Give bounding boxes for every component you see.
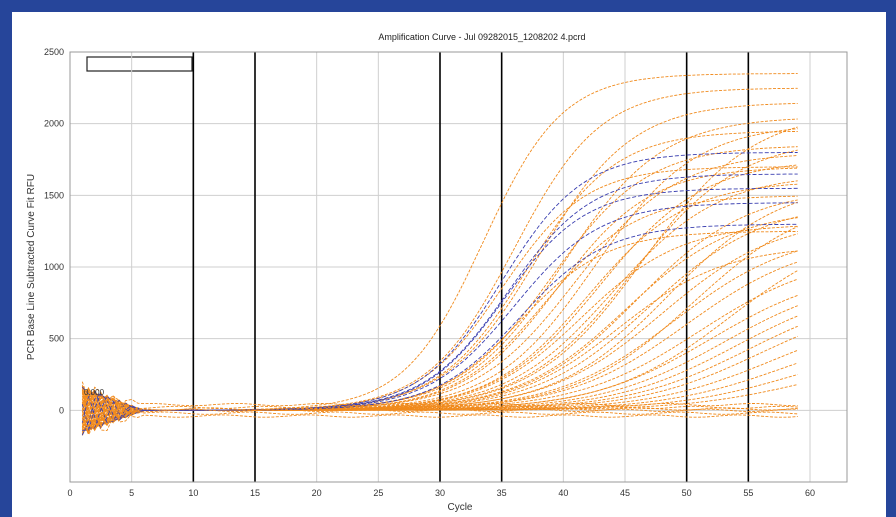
series-curve <box>81 398 798 436</box>
x-tick-label: 60 <box>805 488 815 498</box>
series-curve <box>81 393 798 431</box>
y-tick-label: 0 <box>59 405 64 415</box>
y-tick-label: 1500 <box>44 190 64 200</box>
x-tick-label: 25 <box>373 488 383 498</box>
x-tick-labels: 0 5 10 15 20 25 30 35 40 45 50 55 60 <box>67 488 815 498</box>
x-tick-label: 30 <box>435 488 445 498</box>
series-curve <box>81 389 798 431</box>
series-curve <box>82 335 798 427</box>
legend-box <box>86 56 193 72</box>
series-curve <box>81 199 798 431</box>
x-tick-label: 5 <box>129 488 134 498</box>
y-tick-label: 2000 <box>44 119 64 129</box>
threshold-label: 0.000 <box>84 388 105 397</box>
series-curve <box>81 231 798 432</box>
series-curve <box>81 388 798 425</box>
series-curve <box>81 164 798 428</box>
x-tick-label: 45 <box>620 488 630 498</box>
grid-lines <box>69 51 847 482</box>
x-tick-label: 0 <box>67 488 72 498</box>
series-curve <box>81 216 798 428</box>
x-tick-label: 15 <box>250 488 260 498</box>
series-curve <box>82 87 798 432</box>
x-axis-label: Cycle <box>447 502 472 513</box>
amplification-chart: Amplification Curve - Jul 09282015_12082… <box>26 32 848 513</box>
series-curve <box>81 223 798 429</box>
chart-panel: Amplification Curve - Jul 09282015_12082… <box>12 12 886 517</box>
x-tick-label: 35 <box>497 488 507 498</box>
y-tick-label: 1000 <box>44 262 64 272</box>
y-tick-labels: 2500 2000 1500 1000 500 0 <box>44 47 64 415</box>
x-tick-label: 55 <box>743 488 753 498</box>
chart-title: Amplification Curve - Jul 09282015_12082… <box>378 32 585 42</box>
x-tick-label: 50 <box>682 488 692 498</box>
series-curve <box>81 325 798 430</box>
x-tick-label: 20 <box>312 488 322 498</box>
series-curve <box>81 386 798 428</box>
y-axis-label: PCR Base Line Subtracted Curve Fit RFU <box>26 174 37 360</box>
plot-area-border <box>69 51 848 483</box>
series-curve <box>82 152 798 431</box>
x-tick-label: 10 <box>188 488 198 498</box>
x-tick-label: 40 <box>558 488 568 498</box>
series-curve <box>81 73 798 432</box>
y-tick-label: 2500 <box>44 47 64 57</box>
series-curve <box>81 131 798 430</box>
series-group <box>81 73 798 436</box>
series-curve <box>81 202 798 429</box>
series-curve <box>81 126 798 432</box>
series-curve <box>81 278 798 436</box>
series-curve <box>81 381 798 423</box>
y-tick-label: 500 <box>49 334 64 344</box>
